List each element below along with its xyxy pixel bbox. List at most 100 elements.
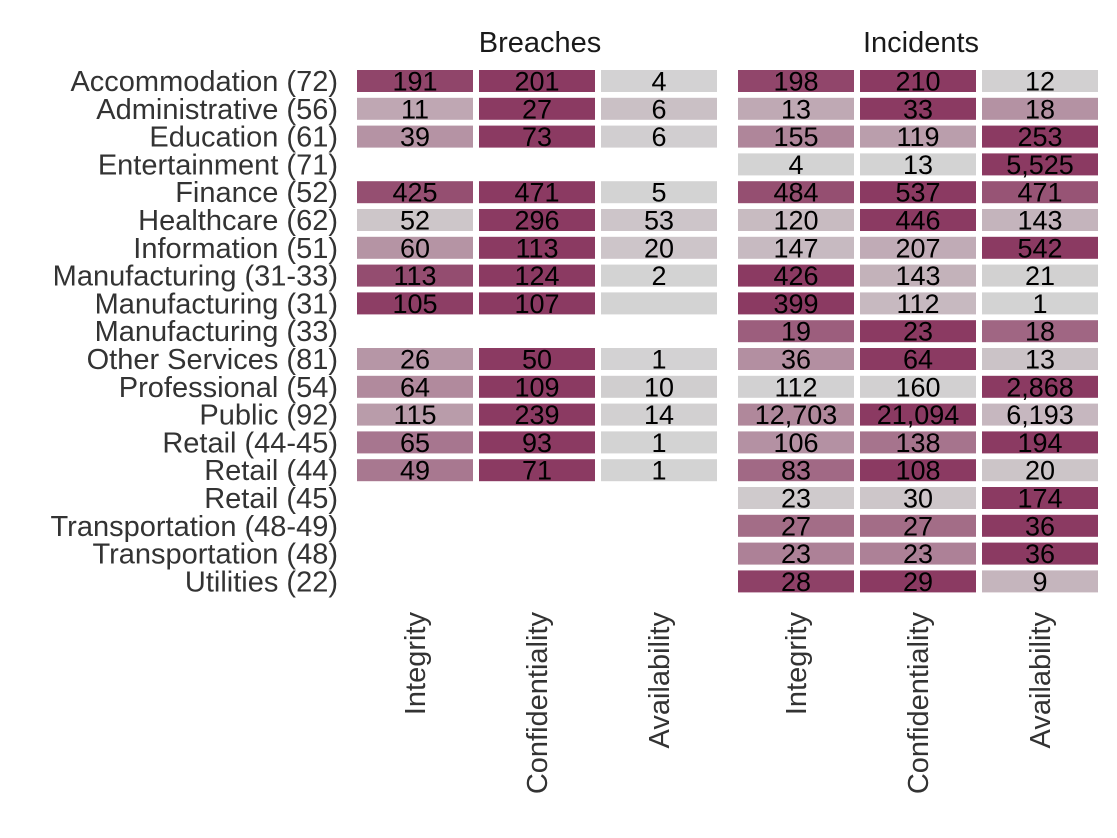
cell-value-label: 198 [773, 67, 818, 97]
cell-value-label: 5 [651, 178, 666, 208]
heatmap-cell [860, 153, 976, 176]
cell-value-label: 53 [644, 206, 674, 236]
heatmap-cell [982, 375, 1098, 398]
heatmap-cell [982, 153, 1098, 176]
cell-value-label: 52 [400, 206, 430, 236]
cell-value-label: 1 [1032, 289, 1047, 319]
heatmap-cell [357, 348, 473, 370]
heatmap-cell [860, 264, 976, 287]
heatmap-cell [982, 125, 1098, 148]
cell-value-label: 12,703 [755, 400, 838, 430]
cell-value-label: 28 [781, 567, 811, 597]
heatmap-cell [357, 264, 473, 287]
cell-value-label: 21,094 [877, 400, 960, 430]
heatmap-cell [601, 403, 717, 426]
cell-value-label: 6,193 [1006, 400, 1074, 430]
heatmap-cell [479, 70, 595, 92]
row-label: Public (92) [199, 400, 338, 432]
heatmap-cell [601, 375, 717, 398]
facet-panel-breaches [356, 68, 723, 595]
heatmap-cell [601, 292, 717, 315]
heatmap-cell [860, 292, 976, 315]
cell-value-label: 73 [522, 122, 552, 152]
row-label: Transportation (48) [92, 539, 338, 571]
row-label: Accommodation (72) [70, 66, 338, 98]
heatmap-cell [601, 209, 717, 231]
cell-value-label: 60 [400, 233, 430, 263]
heatmap-cell [479, 348, 595, 370]
heatmap-cell [738, 487, 854, 509]
heatmap-cell [982, 459, 1098, 482]
heatmap-cell [357, 375, 473, 398]
heatmap-cell [738, 70, 854, 92]
heatmap-cell [738, 209, 854, 231]
cell-value-label: 446 [895, 206, 940, 236]
cell-value-label: 210 [895, 67, 940, 97]
heatmap-cell [738, 320, 854, 343]
column-label-integrity: Integrity [781, 612, 813, 716]
cell-value-label: 10 [644, 372, 674, 402]
cell-value-label: 71 [522, 456, 552, 486]
heatmap-cell [982, 403, 1098, 426]
heatmap-cell [738, 570, 854, 593]
heatmap-cell [982, 292, 1098, 315]
row-label: Retail (44-45) [162, 427, 338, 459]
heatmap-cell [479, 292, 595, 315]
heatmap-cell [738, 97, 854, 120]
heatmap-cell [860, 181, 976, 204]
heatmap-cell [860, 125, 976, 148]
cell-value-label: 108 [895, 456, 940, 486]
cell-value-label: 36 [1025, 539, 1055, 569]
heatmap-cell [982, 570, 1098, 593]
row-label: Retail (45) [204, 483, 338, 515]
heatmap-cell [860, 459, 976, 482]
heatmap-cell [479, 209, 595, 231]
heatmap-cell [982, 70, 1098, 92]
cell-value-label: 4 [651, 67, 666, 97]
heatmap-cell [601, 348, 717, 370]
cell-value-label: 1 [651, 456, 666, 486]
heatmap-cell [357, 97, 473, 120]
cell-value-label: 13 [781, 94, 811, 124]
cell-value-label: 124 [514, 261, 559, 291]
cell-value-label: 2 [651, 261, 666, 291]
heatmap-cell [357, 209, 473, 231]
column-label-availability: Availability [1025, 612, 1057, 749]
heatmap-cell [738, 264, 854, 287]
row-label: Manufacturing (31-33) [53, 261, 338, 293]
cell-value-label: 23 [781, 539, 811, 569]
cell-value-label: 12 [1025, 67, 1055, 97]
row-label: Information (51) [133, 233, 338, 265]
heatmap-cell [357, 292, 473, 315]
cell-value-label: 138 [895, 428, 940, 458]
heatmap-cell [357, 236, 473, 259]
cell-value-label: 6 [651, 122, 666, 152]
cell-value-label: 13 [1025, 345, 1055, 375]
heatmap-cell [982, 542, 1098, 565]
cell-value-label: 109 [514, 372, 559, 402]
heatmap-cell [601, 459, 717, 482]
row-label: Professional (54) [119, 372, 338, 404]
cell-value-label: 20 [1025, 456, 1055, 486]
cell-value-label: 194 [1017, 428, 1062, 458]
heatmap-cell [738, 181, 854, 204]
heatmap-cell [982, 236, 1098, 259]
heatmap-cell [357, 459, 473, 482]
heatmap-cell [738, 236, 854, 259]
heatmap-cell [479, 403, 595, 426]
cell-value-label: 23 [903, 539, 933, 569]
cell-value-label: 23 [903, 317, 933, 347]
cell-value-label: 1 [651, 345, 666, 375]
cell-value-label: 471 [514, 178, 559, 208]
cell-value-label: 155 [773, 122, 818, 152]
cell-value-label: 143 [1017, 206, 1062, 236]
heatmap-cell [860, 320, 976, 343]
cell-value-label: 9 [1032, 567, 1047, 597]
heatmap-cell [860, 97, 976, 120]
cell-value-label: 119 [896, 122, 939, 152]
heatmap-cell [601, 97, 717, 120]
heatmap-cell [601, 181, 717, 204]
cell-value-label: 30 [903, 484, 933, 514]
cell-value-label: 39 [400, 122, 430, 152]
